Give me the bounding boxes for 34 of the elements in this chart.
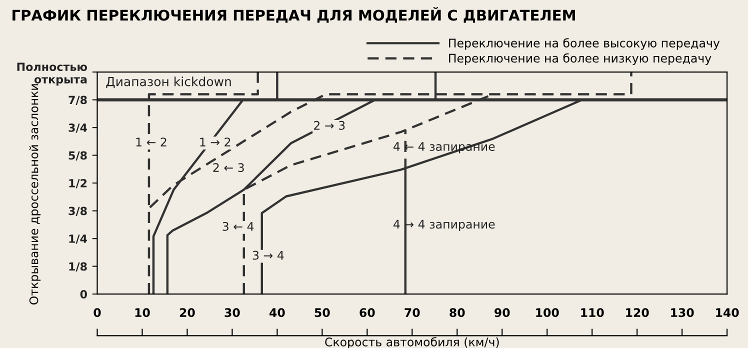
x-tick-label: 100 xyxy=(536,308,559,318)
x-tick-label: 140 xyxy=(716,308,739,318)
y-tick-label: 1/2 xyxy=(69,179,87,188)
y-tick-label: 1/4 xyxy=(69,234,88,244)
y-tick-label: 3/4 xyxy=(68,124,88,133)
text: Переключение на более высокую передачу xyxy=(449,38,720,50)
x-tick-label: 50 xyxy=(314,308,330,318)
annotation: 3 ← 4 xyxy=(222,222,254,231)
y-tick-label: 1/8 xyxy=(69,262,87,272)
chart-title: ГРАФИК ПЕРЕКЛЮЧЕНИЯ ПЕРЕДАЧ ДЛЯ МОДЕЛЕЙ С ДВИГАТЕЛЕМ xyxy=(12,7,575,23)
x-tick-label: 110 xyxy=(581,308,604,318)
x-tick-label: 60 xyxy=(360,308,375,318)
x-tick-label: 90 xyxy=(494,308,510,318)
annotation: 1 ← 2 xyxy=(136,138,166,146)
x-tick-label: 30 xyxy=(224,308,240,318)
ref-line-label: Диапазон kickdown xyxy=(106,76,231,88)
x-tick-label: 10 xyxy=(135,308,150,318)
annotation: 2 ← 3 xyxy=(213,163,244,172)
x-tick-label: 70 xyxy=(404,308,420,318)
text: Переключение на более низкую передачу xyxy=(449,53,712,65)
y-tick-label: 7/8 xyxy=(68,96,87,106)
y-tick-label: 0 xyxy=(80,290,87,298)
x-tick-label: 130 xyxy=(671,308,694,318)
x-tick-label: 20 xyxy=(180,308,195,318)
y-tick-label: 5/8 xyxy=(68,151,87,161)
x-tick-label: 0 xyxy=(94,308,101,318)
annotation: 3 → 4 xyxy=(252,250,284,260)
x-tick-label: 120 xyxy=(626,308,649,318)
annotation: 1 → 2 xyxy=(200,138,230,146)
x-tick-label: 80 xyxy=(450,308,465,318)
annotation: 2 → 3 xyxy=(314,120,345,130)
x-tick-label: 40 xyxy=(270,308,285,318)
y-axis-title: Открывание дроссельной заслонки xyxy=(29,84,41,304)
y-tick-label: 3/8 xyxy=(68,206,87,216)
